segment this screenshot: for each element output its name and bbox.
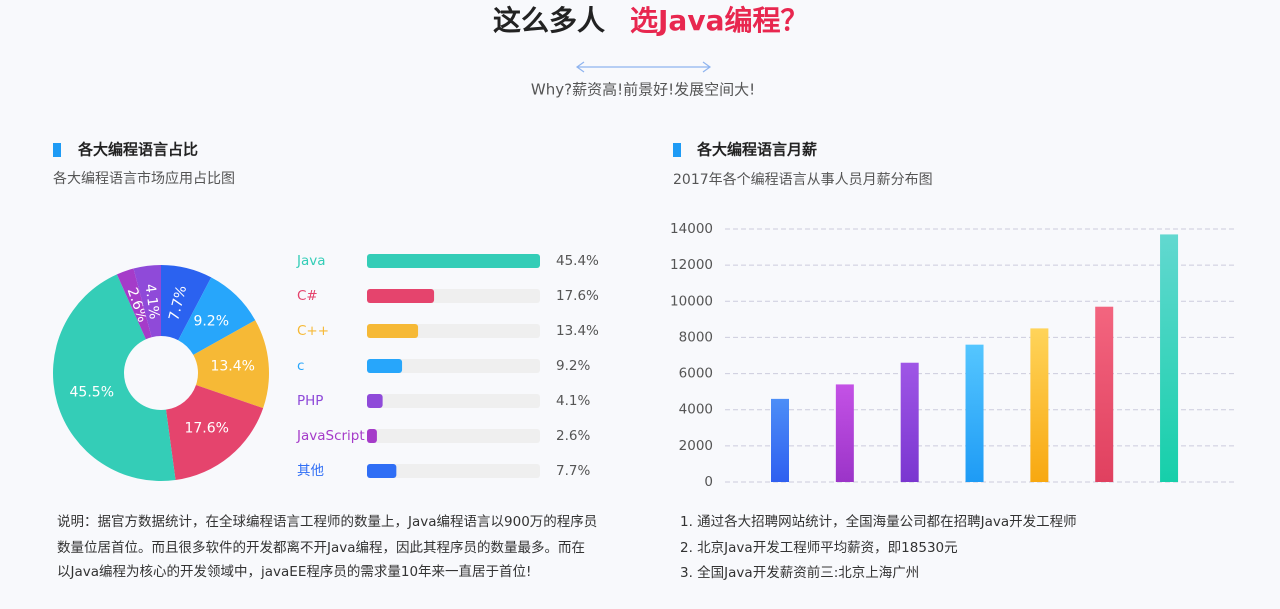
bar: [367, 394, 383, 408]
column: [1160, 234, 1179, 482]
bar: [367, 359, 403, 373]
y-tick-label: 6000: [679, 366, 713, 382]
note: 3. 全国Java开发薪资前三:北京上海广州: [680, 564, 919, 581]
title-marker: [673, 143, 681, 157]
bar-value: 2.6%: [556, 428, 590, 444]
bar-label: 其他: [297, 463, 324, 479]
bar-value: 17.6%: [556, 288, 599, 304]
column: [1030, 328, 1049, 482]
bar-track: [367, 429, 540, 443]
bar: [367, 324, 419, 338]
pie-slice: [133, 265, 161, 338]
column: [900, 362, 919, 482]
bar: [367, 254, 540, 268]
bar-label: Java: [296, 253, 326, 269]
bar-value: 4.1%: [556, 393, 590, 409]
panel-subtitle: 各大编程语言市场应用占比图: [53, 170, 235, 187]
pie-slice: [53, 274, 176, 481]
column: [771, 398, 789, 482]
panel-title: 各大编程语言占比: [77, 141, 198, 159]
bar-label: C#: [297, 288, 318, 304]
y-tick-label: 4000: [679, 402, 713, 418]
bar-label: c: [297, 358, 304, 374]
slice-label: 4.1%: [142, 283, 162, 320]
panel-subtitle: 2017年各个编程语言从事人员月薪分布图: [673, 172, 933, 188]
bar-label: JavaScript: [296, 428, 365, 444]
y-tick-label: 0: [704, 474, 713, 490]
y-tick-label: 12000: [670, 257, 713, 273]
pie-slice: [116, 268, 152, 340]
pie-slice: [165, 385, 264, 481]
column: [835, 384, 854, 482]
panel-title: 各大编程语言月薪: [696, 141, 817, 159]
bar-value: 7.7%: [556, 463, 590, 479]
column: [1095, 306, 1114, 482]
bar: [367, 464, 397, 478]
pie-slice: [161, 265, 212, 341]
bar-value: 13.4%: [556, 323, 599, 339]
note: 1. 通过各大招聘网站统计，全国海量公司都在招聘Java开发工程师: [680, 513, 1077, 530]
note: 以Java编程为核心的开发领域中，javaEE程序员的需求量10年来一直居于首位…: [57, 564, 531, 580]
note: 数量位居首位。而且很多软件的开发都离不开Java编程，因此其程序员的数量最多。而…: [57, 539, 585, 556]
divider: [575, 61, 712, 73]
y-tick-label: 8000: [679, 329, 713, 345]
y-tick-label: 2000: [679, 438, 713, 454]
subtitle: Why?薪资高!前景好!发展空间大!: [531, 81, 755, 99]
title-part: 这么多人: [493, 4, 605, 37]
note: 说明：据官方数据统计，在全球编程语言工程师的数量上，Java编程语言以900万的…: [57, 513, 597, 530]
slice-label: 45.5%: [70, 385, 114, 401]
y-tick-label: 14000: [670, 221, 713, 237]
slice-label: 17.6%: [184, 421, 228, 437]
bar: [367, 289, 435, 303]
bar: [367, 429, 377, 443]
bar-track: [367, 394, 540, 408]
bar-label: C++: [297, 323, 329, 339]
slice-label: 13.4%: [210, 359, 254, 375]
bar-label: PHP: [297, 393, 323, 409]
bar-track: [367, 359, 540, 373]
bar-value: 9.2%: [556, 358, 590, 374]
title-part: 选Java编程？: [630, 4, 808, 37]
pie-slice: [193, 320, 269, 409]
bar-track: [367, 464, 540, 478]
title-marker: [53, 143, 61, 157]
bar-value: 45.4%: [556, 253, 599, 269]
slice-label: 9.2%: [193, 313, 229, 329]
column: [965, 344, 984, 482]
y-tick-label: 10000: [670, 293, 713, 309]
pie-slice: [178, 277, 256, 355]
note: 2. 北京Java开发工程师平均薪资，即18530元: [680, 540, 958, 556]
